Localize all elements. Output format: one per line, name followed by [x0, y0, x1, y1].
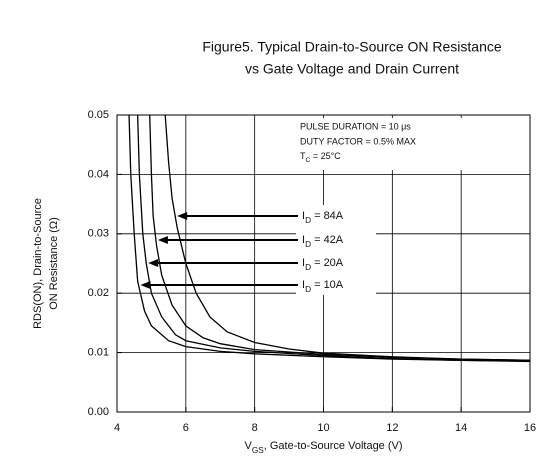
- legend-label-part: = 42A: [311, 234, 344, 246]
- y-tick-label: 0.02: [88, 287, 109, 299]
- legend-label-part: I: [302, 234, 305, 246]
- y-tick-label: 0.00: [88, 406, 109, 418]
- x-tick-label: 10: [317, 422, 329, 434]
- curve: [164, 114, 531, 361]
- annotation-part: C: [306, 157, 311, 164]
- legend-label: ID = 42A: [302, 234, 344, 249]
- curve: [149, 114, 531, 361]
- annotation: TC = 25°C: [300, 151, 341, 164]
- legend-label-part: D: [305, 285, 311, 294]
- arrow-head: [177, 212, 188, 220]
- x-tick-label: 6: [183, 422, 189, 434]
- curve: [128, 114, 531, 363]
- arrow-head: [157, 236, 168, 244]
- x-tick-label: 16: [524, 422, 536, 434]
- x-axis-label: VGS, Gate-to-Source Voltage (V): [244, 440, 402, 455]
- chart-title: Figure5. Typical Drain-to-Source ON Resi…: [202, 39, 502, 55]
- x-tick-label: 12: [386, 422, 398, 434]
- x-tick-label: 8: [252, 422, 258, 434]
- y-axis-label: RDS(ON), Drain-to-Source: [32, 198, 44, 329]
- annotation-part: T: [300, 151, 306, 161]
- y-tick-label: 0.04: [88, 168, 109, 180]
- legend-label-part: I: [302, 257, 305, 269]
- legend-label-part: = 84A: [311, 210, 344, 222]
- legend-label-part: D: [305, 263, 311, 272]
- legend-label-part: I: [302, 210, 305, 222]
- legend-label-part: D: [305, 216, 311, 225]
- legend-label-part: D: [305, 240, 311, 249]
- legend-label-part: I: [302, 279, 305, 291]
- x-axis-label-part: V: [244, 440, 252, 452]
- x-tick-label: 4: [114, 422, 120, 434]
- x-axis-label-part: GS: [252, 446, 264, 455]
- y-axis-label: ON Resistance (Ω): [48, 217, 60, 310]
- curve: [137, 114, 531, 362]
- arrow-head: [148, 259, 159, 267]
- annotation: DUTY FACTOR = 0.5% MAX: [300, 136, 416, 146]
- label-bg: [296, 205, 376, 295]
- arrow-head: [140, 281, 151, 289]
- y-tick-label: 0.05: [88, 109, 109, 121]
- legend-label: ID = 20A: [302, 257, 344, 272]
- annotation: PULSE DURATION = 10 μs: [300, 121, 411, 131]
- annotation-bg: [296, 118, 528, 170]
- annotation-part: = 25°C: [310, 151, 341, 161]
- legend-label: ID = 84A: [302, 210, 344, 225]
- y-tick-label: 0.03: [88, 228, 109, 240]
- x-axis-label-part: , Gate-to-Source Voltage (V): [264, 440, 403, 452]
- y-tick-label: 0.01: [88, 347, 109, 359]
- chart-title: vs Gate Voltage and Drain Current: [245, 61, 459, 77]
- plot-frame: [116, 114, 531, 413]
- legend-label-part: = 20A: [311, 257, 344, 269]
- legend-label: ID = 10A: [302, 279, 344, 294]
- legend-label-part: = 10A: [311, 279, 344, 291]
- x-tick-label: 14: [455, 422, 467, 434]
